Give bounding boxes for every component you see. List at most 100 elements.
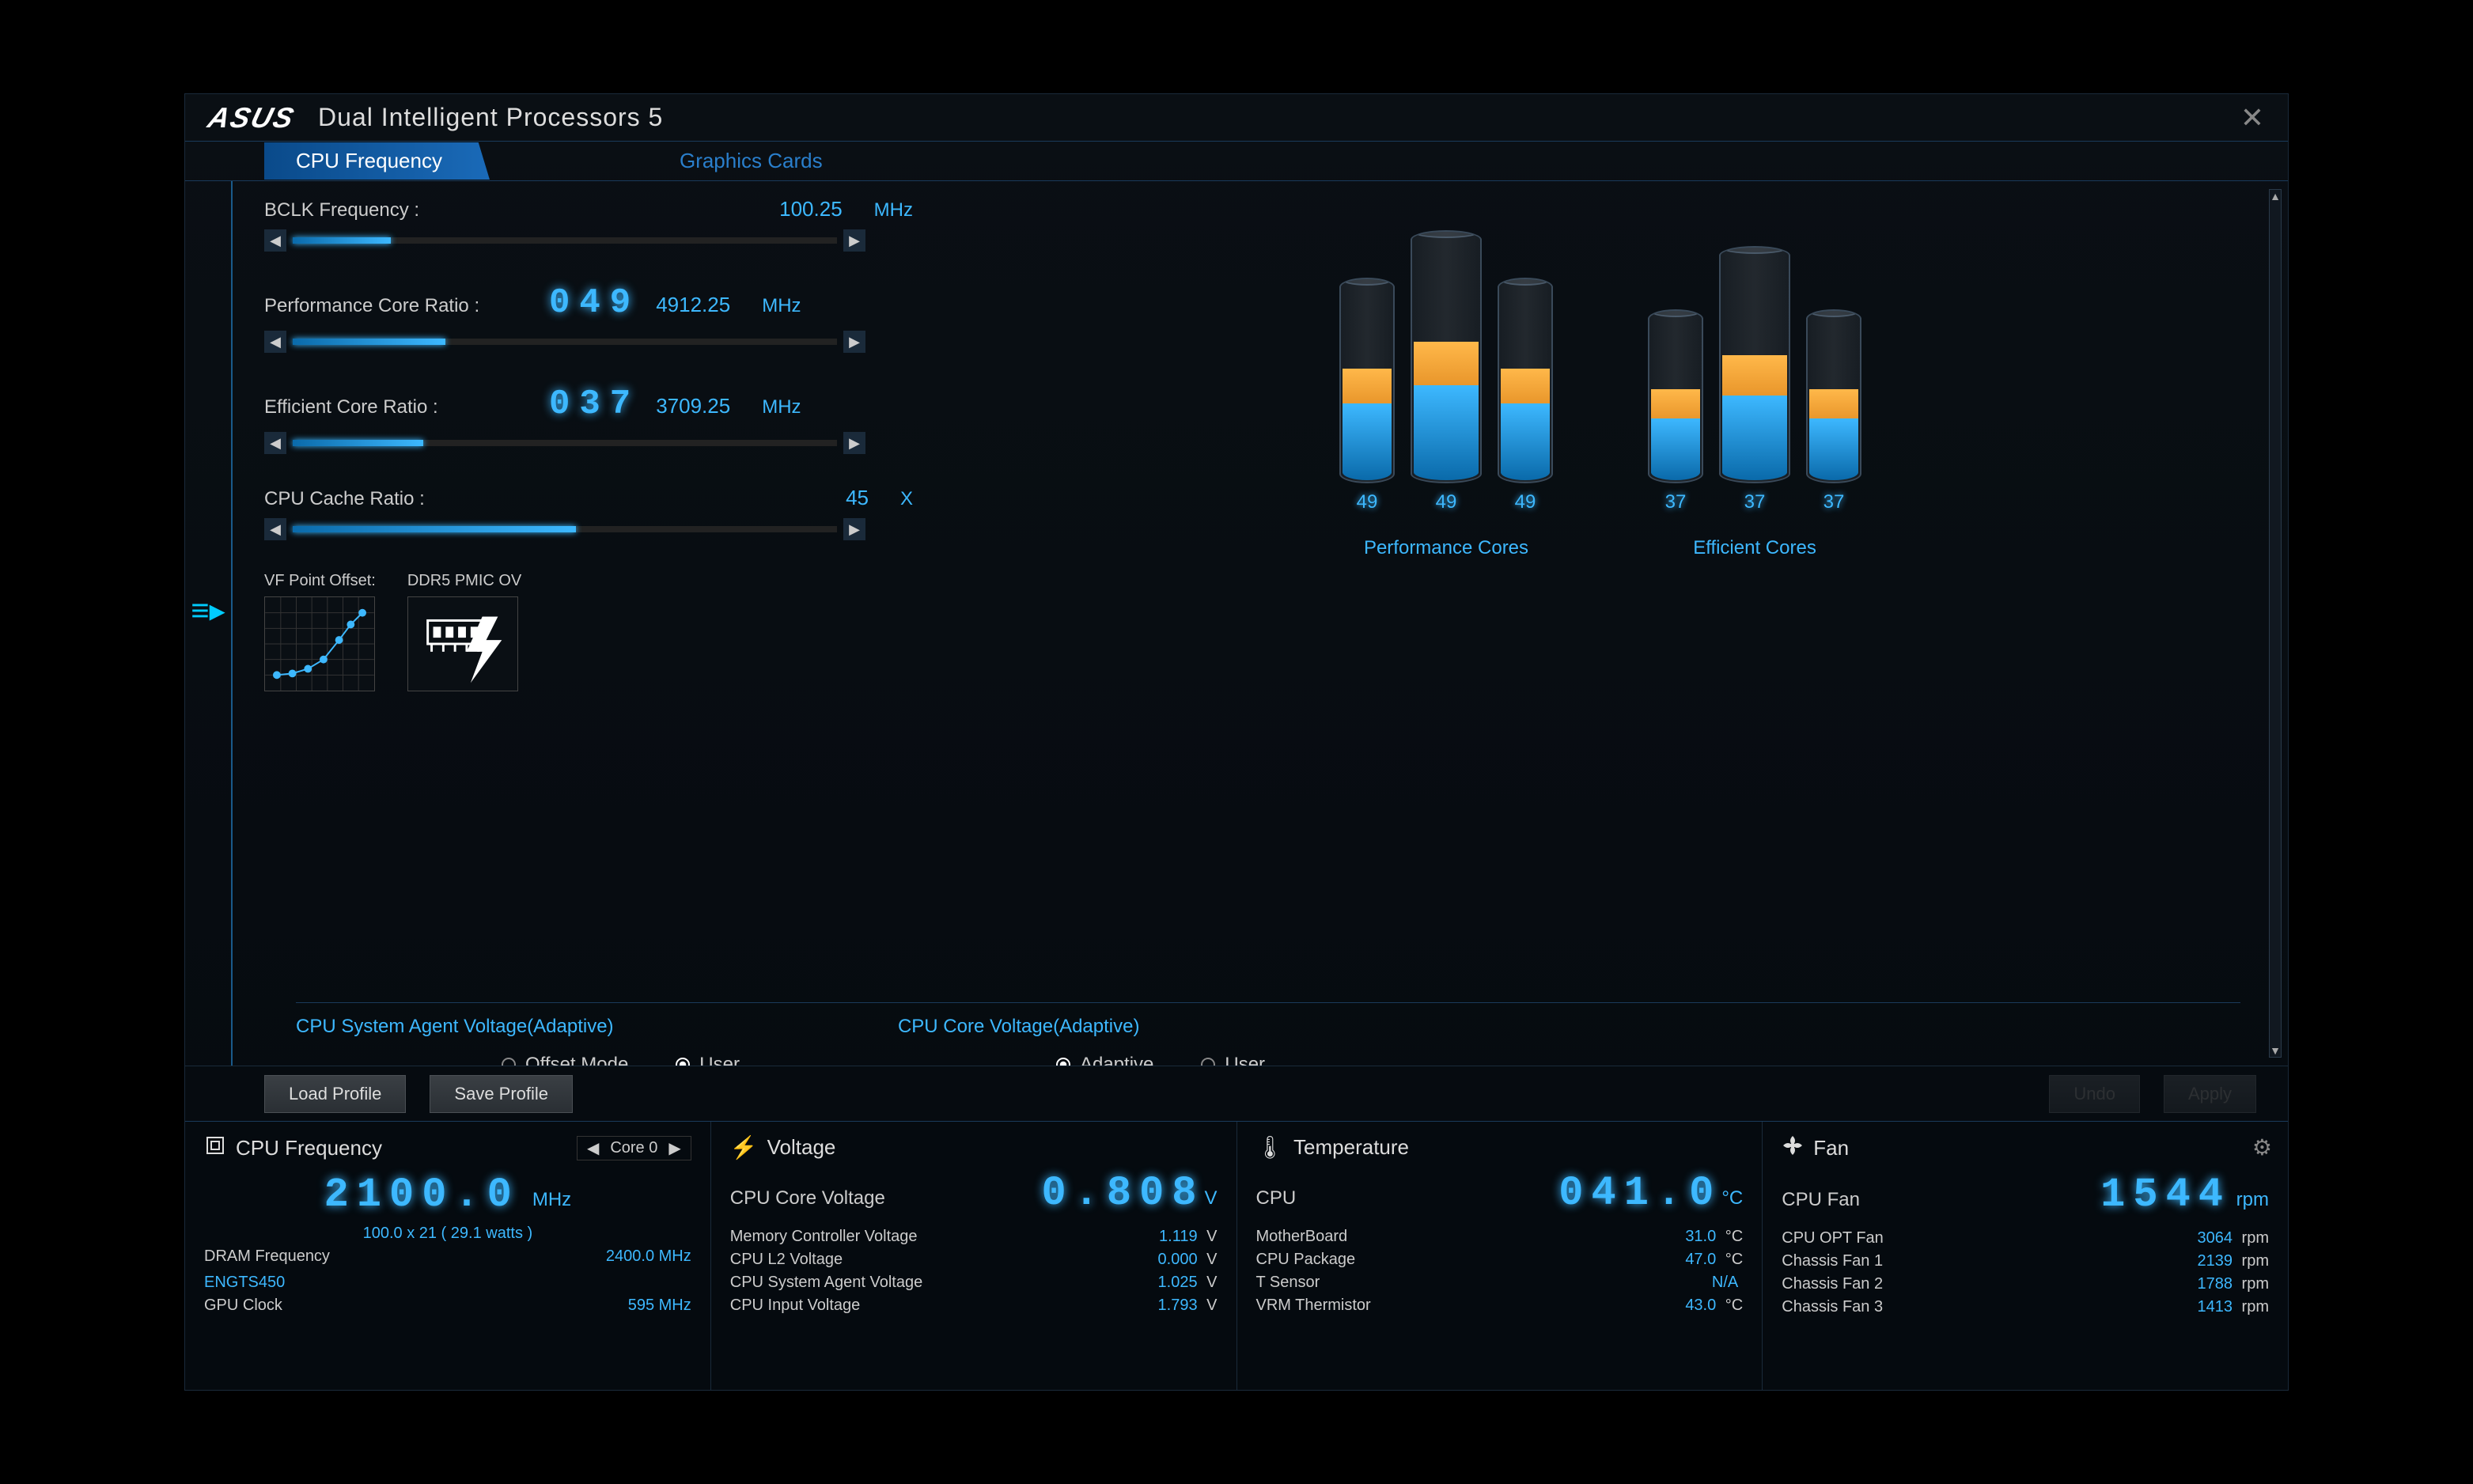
cpu-temp-label: CPU [1256, 1187, 1297, 1210]
bclk-unit: MHz [874, 199, 913, 221]
temp-title: Temperature [1293, 1135, 1409, 1160]
tab-graphics-cards[interactable]: Graphics Cards [648, 142, 854, 180]
status-row: CPU System Agent Voltage1.025 V [730, 1274, 1218, 1292]
ddr5-pmic-button[interactable]: DDR5 PMIC OV [407, 572, 521, 691]
core-selector[interactable]: ◀ Core 0 ▶ [577, 1136, 691, 1160]
status-bar: CPU Frequency ◀ Core 0 ▶ 2100.0 MHz 100.… [185, 1121, 2288, 1390]
status-row: VRM Thermistor43.0 °C [1256, 1297, 1744, 1315]
cache-track[interactable] [293, 526, 837, 532]
voltage-title: Voltage [767, 1135, 836, 1160]
core-prev-icon[interactable]: ◀ [582, 1138, 604, 1158]
ecore-label: Efficient Core Ratio : [264, 396, 533, 418]
ecore-block: Efficient Core Ratio : 037 3709.25 MHz ◀… [264, 384, 913, 454]
ecore-track[interactable] [293, 440, 837, 446]
core-cylinder: 37 [1648, 309, 1703, 513]
scrollbar[interactable]: ▲ ▼ [2269, 189, 2282, 1058]
status-row: Memory Controller Voltage1.119 V [730, 1228, 1218, 1246]
pcore-increase-icon[interactable]: ▶ [843, 331, 865, 353]
pcore-unit: MHz [762, 295, 801, 317]
cache-slider[interactable]: ◀ ▶ [264, 518, 865, 540]
performance-cores-group: 49 49 49 Performance Cores [1339, 229, 1553, 559]
dram-freq-value: 2400.0 MHz [606, 1247, 691, 1265]
adaptive-radio[interactable]: Adaptive [1056, 1054, 1153, 1066]
core-value: 37 [1719, 491, 1790, 513]
dram-freq-label: DRAM Frequency [204, 1247, 330, 1266]
efficient-cores-group: 37 37 37 Efficient Cores [1648, 229, 1861, 559]
thermometer-icon: 🌡 [1256, 1134, 1285, 1160]
cpu-fan-label: CPU Fan [1782, 1189, 1860, 1211]
ecore-digital: 037 [549, 384, 640, 424]
status-row: Chassis Fan 31413 rpm [1782, 1298, 2269, 1316]
pcore-track[interactable] [293, 339, 837, 345]
user-radio-2[interactable]: User [1201, 1054, 1265, 1066]
pcore-label: Performance Core Ratio : [264, 295, 533, 317]
core-cylinder: 49 [1411, 230, 1482, 513]
save-profile-button[interactable]: Save Profile [430, 1075, 573, 1113]
cache-value: 45 [846, 486, 869, 510]
core-voltage-label: CPU Core Voltage [730, 1187, 885, 1210]
content: BCLK Frequency : 100.25 MHz ◀ ▶ Performa… [233, 181, 2288, 1066]
status-row: MotherBoard31.0 °C [1256, 1228, 1744, 1246]
main-area: ≡▸ BCLK Frequency : 100.25 MHz ◀ ▶ [185, 181, 2288, 1066]
bolt-icon: ⚡ [730, 1134, 758, 1160]
cpu-freq-value: 2100.0 [324, 1172, 520, 1218]
app-window: ASUS Dual Intelligent Processors 5 ✕ CPU… [184, 93, 2289, 1391]
pcore-block: Performance Core Ratio : 049 4912.25 MHz… [264, 283, 913, 353]
core-value: 37 [1648, 491, 1703, 513]
core-value: 37 [1806, 491, 1861, 513]
status-row: CPU L2 Voltage0.000 V [730, 1251, 1218, 1269]
app-title: Dual Intelligent Processors 5 [318, 103, 663, 132]
bclk-block: BCLK Frequency : 100.25 MHz ◀ ▶ [264, 197, 913, 252]
ecore-increase-icon[interactable]: ▶ [843, 432, 865, 454]
gpu-clock-label: GPU Clock [204, 1297, 282, 1315]
pcore-value: 4912.25 [656, 293, 730, 317]
status-temperature: 🌡 Temperature CPU 041.0°C MotherBoard31.… [1237, 1122, 1763, 1390]
core-cylinder: 49 [1498, 278, 1553, 513]
ecore-slider[interactable]: ◀ ▶ [264, 432, 865, 454]
ecore-unit: MHz [762, 396, 801, 418]
ecore-decrease-icon[interactable]: ◀ [264, 432, 286, 454]
scroll-up-icon[interactable]: ▲ [2270, 190, 2281, 203]
sys-agent-voltage-title: CPU System Agent Voltage(Adaptive) [296, 1016, 740, 1038]
core-value: 49 [1498, 491, 1553, 513]
pcore-digital: 049 [549, 283, 640, 323]
bclk-label: BCLK Frequency : [264, 199, 533, 221]
pcore-decrease-icon[interactable]: ◀ [264, 331, 286, 353]
bclk-track[interactable] [293, 237, 837, 244]
scroll-down-icon[interactable]: ▼ [2270, 1044, 2281, 1057]
gear-icon[interactable]: ⚙ [2252, 1134, 2272, 1160]
tab-cpu-frequency[interactable]: CPU Frequency [264, 142, 490, 180]
bclk-decrease-icon[interactable]: ◀ [264, 229, 286, 252]
status-row: CPU Input Voltage1.793 V [730, 1297, 1218, 1315]
tabs: CPU Frequency Graphics Cards [185, 142, 2288, 181]
bclk-increase-icon[interactable]: ▶ [843, 229, 865, 252]
core-selector-value: Core 0 [610, 1139, 657, 1157]
status-row: Chassis Fan 12139 rpm [1782, 1252, 2269, 1270]
core-cylinder: 49 [1339, 278, 1395, 513]
core-next-icon[interactable]: ▶ [664, 1138, 685, 1158]
apply-button[interactable]: Apply [2164, 1075, 2256, 1113]
bclk-slider[interactable]: ◀ ▶ [264, 229, 865, 252]
core-voltage-title: CPU Core Voltage(Adaptive) [898, 1016, 1265, 1038]
cache-decrease-icon[interactable]: ◀ [264, 518, 286, 540]
sidebar-toggle-icon[interactable]: ≡▸ [185, 181, 233, 1066]
undo-button[interactable]: Undo [2049, 1075, 2140, 1113]
vf-point-offset-button[interactable]: VF Point Offset: [264, 572, 376, 691]
titlebar: ASUS Dual Intelligent Processors 5 ✕ [185, 94, 2288, 142]
cores-visualization: 49 49 49 Performance Cores [945, 197, 2256, 1050]
pcore-slider[interactable]: ◀ ▶ [264, 331, 865, 353]
brand-logo: ASUS [204, 101, 298, 134]
cache-label: CPU Cache Ratio : [264, 488, 533, 510]
close-icon[interactable]: ✕ [2240, 101, 2264, 134]
core-value: 49 [1411, 491, 1482, 513]
fan-icon [1782, 1134, 1804, 1162]
cpu-freq-sub: 100.0 x 21 ( 29.1 watts ) [204, 1225, 691, 1243]
offset-mode-radio[interactable]: Offset Mode [502, 1054, 628, 1066]
user-radio[interactable]: User [676, 1054, 740, 1066]
cpu-temp-unit: °C [1721, 1187, 1743, 1209]
action-row: Load Profile Save Profile Undo Apply [185, 1066, 2288, 1121]
cpu-fan-unit: rpm [2236, 1189, 2269, 1210]
cache-increase-icon[interactable]: ▶ [843, 518, 865, 540]
load-profile-button[interactable]: Load Profile [264, 1075, 406, 1113]
cache-block: CPU Cache Ratio : 45 X ◀ ▶ [264, 486, 913, 540]
